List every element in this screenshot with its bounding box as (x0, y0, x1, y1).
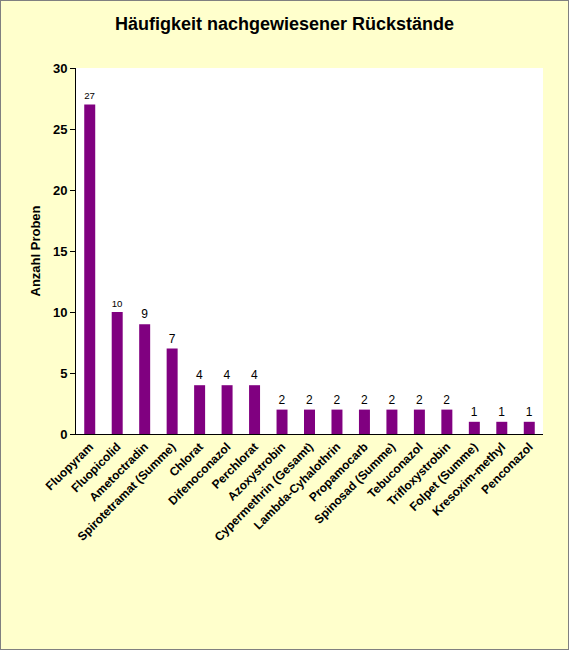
svg-text:Anzahl Proben: Anzahl Proben (28, 205, 43, 296)
svg-text:Häufigkeit nachgewiesener Rück: Häufigkeit nachgewiesener Rückstände (115, 14, 454, 34)
svg-text:2: 2 (416, 393, 423, 407)
svg-text:2: 2 (443, 393, 450, 407)
svg-text:25: 25 (53, 122, 67, 137)
svg-text:Spinosad (Summe): Spinosad (Summe) (312, 440, 399, 527)
svg-text:20: 20 (53, 183, 67, 198)
svg-text:5: 5 (60, 366, 67, 381)
svg-text:1: 1 (471, 405, 478, 419)
svg-text:30: 30 (53, 61, 67, 76)
svg-text:Propamocarb: Propamocarb (306, 440, 371, 505)
svg-text:Tebuconazol: Tebuconazol (365, 440, 426, 501)
svg-text:4: 4 (224, 368, 231, 382)
svg-text:0: 0 (60, 427, 67, 442)
svg-text:7: 7 (169, 332, 176, 346)
svg-text:1: 1 (498, 405, 505, 419)
svg-text:4: 4 (251, 368, 258, 382)
svg-text:Azoxystrobin: Azoxystrobin (225, 440, 289, 504)
svg-text:Folpet (Summe): Folpet (Summe) (407, 440, 481, 514)
svg-text:Lambda-Cyhalothrin: Lambda-Cyhalothrin (251, 440, 343, 532)
svg-text:2: 2 (306, 393, 313, 407)
svg-text:15: 15 (53, 244, 67, 259)
svg-text:Cypermethrin (Gesamt): Cypermethrin (Gesamt) (212, 440, 316, 544)
svg-text:27: 27 (84, 90, 95, 101)
svg-text:Perchlorat: Perchlorat (209, 440, 261, 492)
svg-text:2: 2 (361, 393, 368, 407)
svg-text:4: 4 (196, 368, 203, 382)
svg-text:Spirotetramat (Summe): Spirotetramat (Summe) (75, 440, 179, 544)
svg-text:1: 1 (526, 405, 533, 419)
svg-text:Trifloxystrobin: Trifloxystrobin (384, 440, 453, 509)
svg-text:2: 2 (333, 393, 340, 407)
svg-text:10: 10 (53, 305, 67, 320)
svg-text:Kresoxim-methyl: Kresoxim-methyl (429, 440, 508, 519)
svg-text:2: 2 (388, 393, 395, 407)
svg-text:Penconazol: Penconazol (479, 440, 536, 497)
svg-text:9: 9 (141, 307, 148, 321)
svg-text:Difenoconazol: Difenoconazol (166, 440, 234, 508)
svg-text:Fluopicolid: Fluopicolid (68, 440, 123, 495)
svg-text:Ametoctradin: Ametoctradin (86, 440, 151, 505)
svg-text:Chlorat: Chlorat (166, 440, 206, 480)
svg-text:10: 10 (112, 298, 123, 309)
svg-text:2: 2 (279, 393, 286, 407)
svg-text:Fluopyram: Fluopyram (43, 440, 96, 493)
